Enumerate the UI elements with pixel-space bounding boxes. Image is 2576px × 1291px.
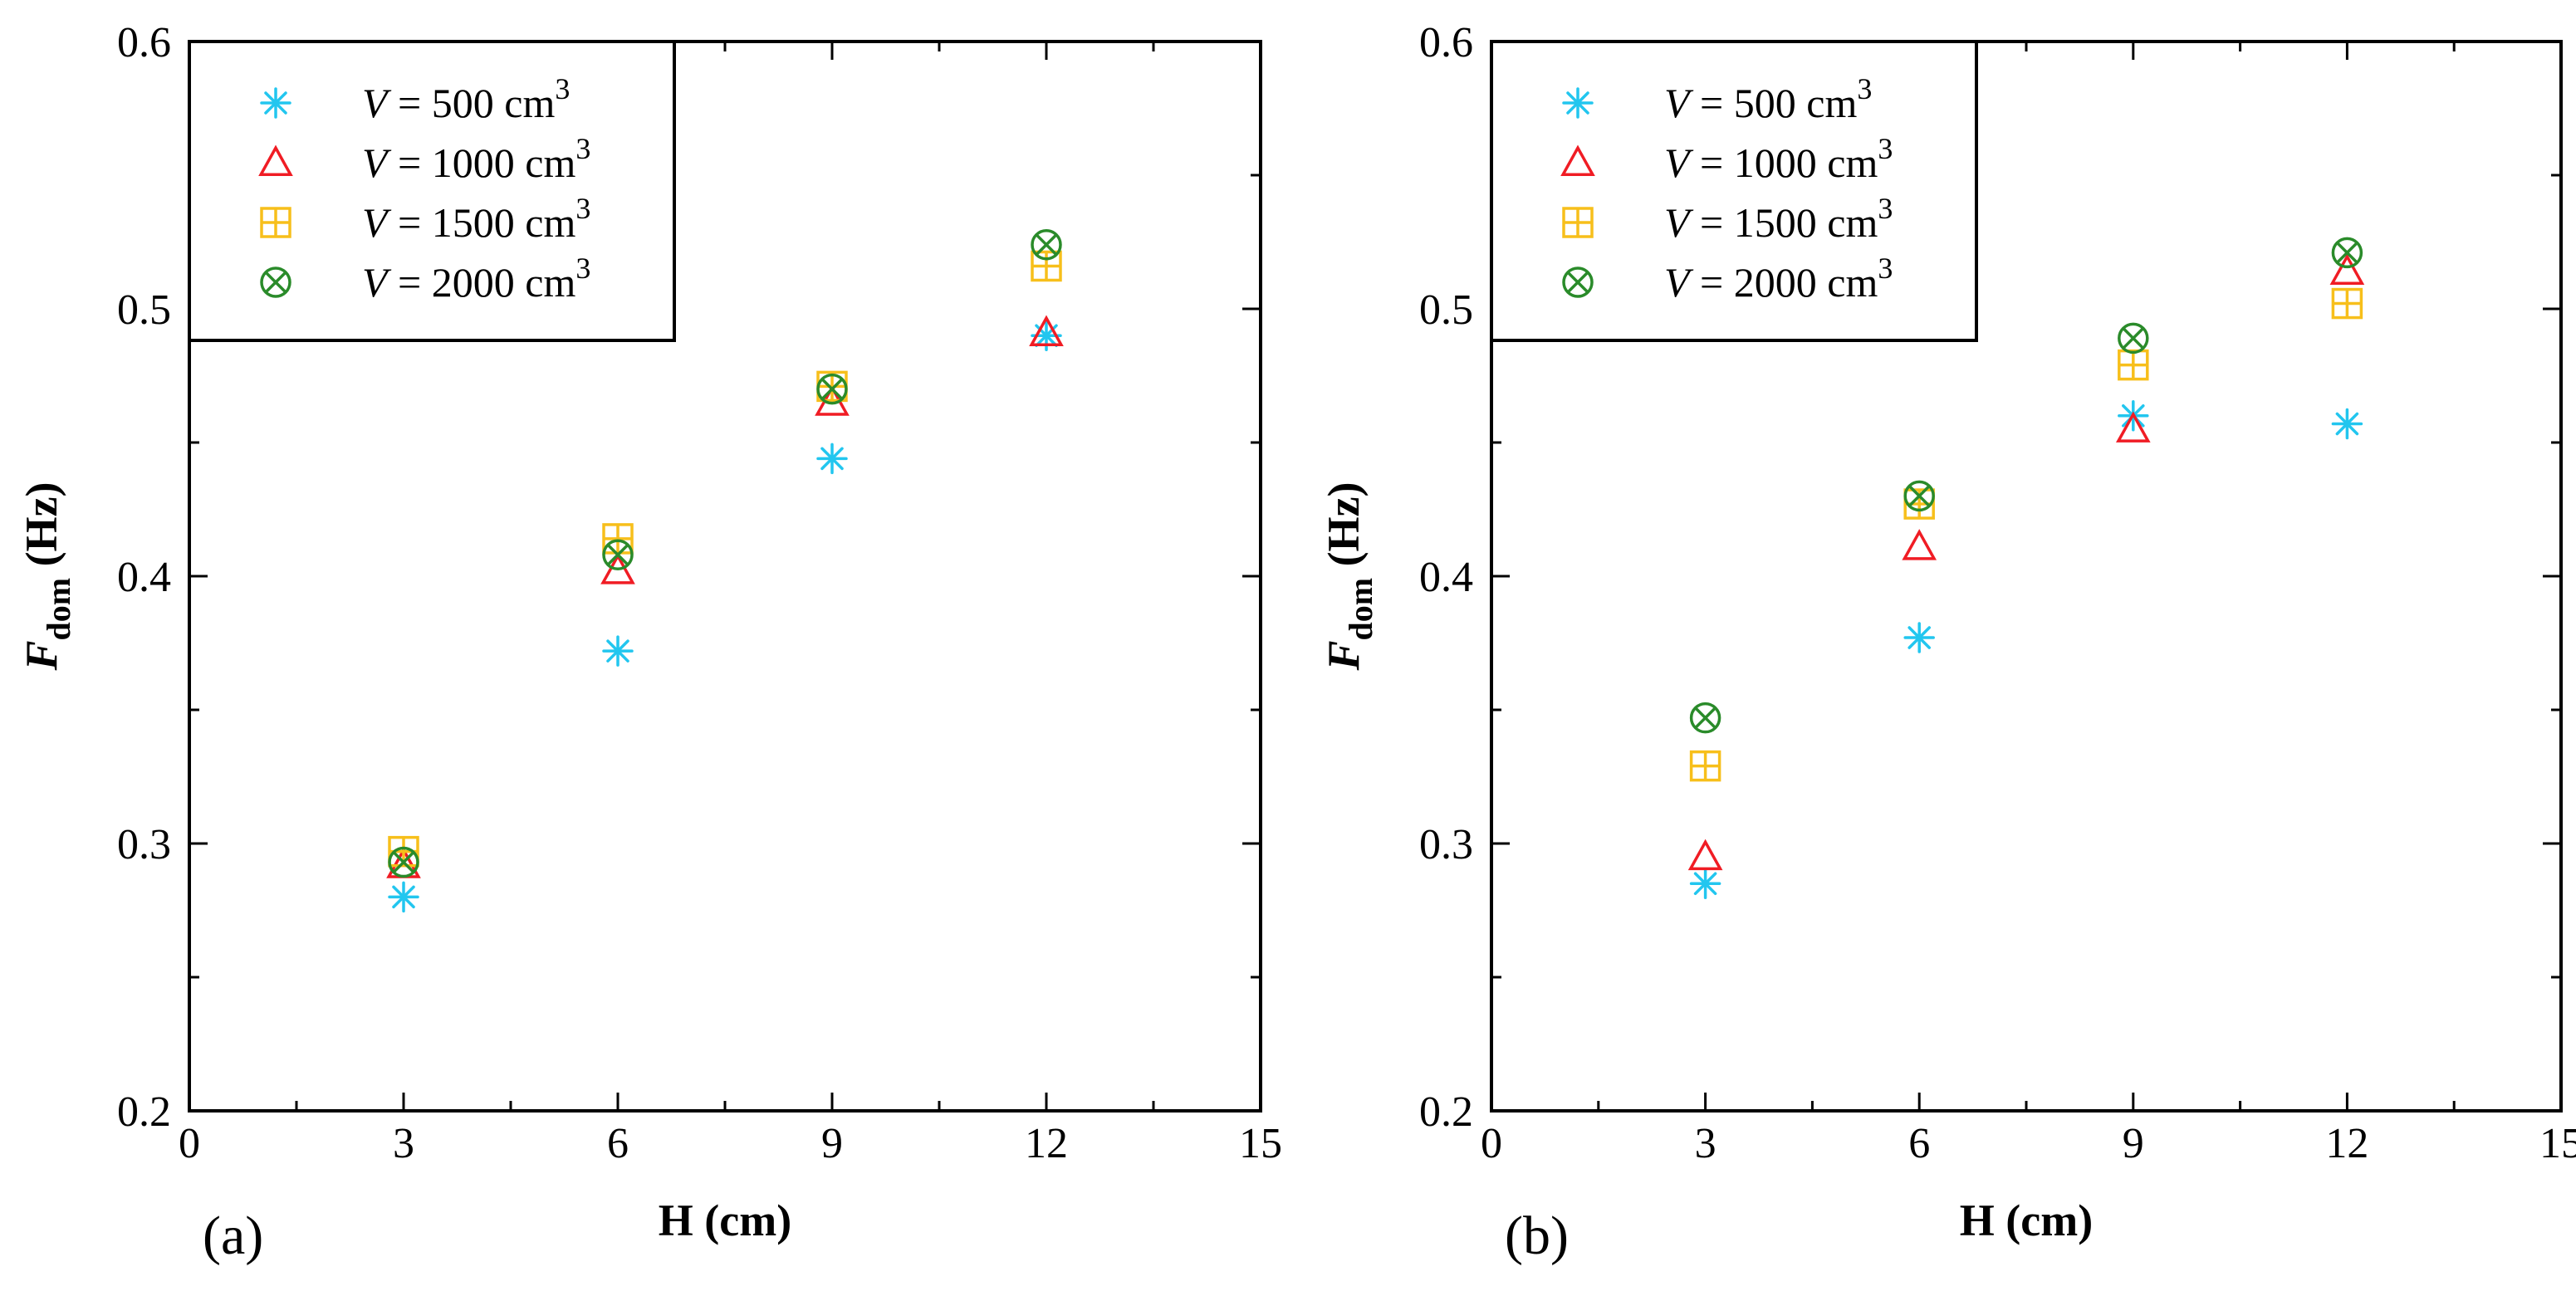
- y-tick-label: 0.5: [1419, 286, 1473, 334]
- y-tick-label: 0.5: [117, 286, 171, 334]
- data-point-asterisk: [602, 635, 634, 667]
- y-tick-label: 0.3: [1419, 821, 1473, 868]
- panel-b: 0 3 6 9 12 15 0.2 0.3 0.4 0.5 0.6 H (cm) Fdom (Hz) (b…: [1319, 19, 2576, 1266]
- x-tick-label: 15: [1239, 1120, 1282, 1167]
- data-point-boxplus: [602, 523, 634, 555]
- legend-marker-asterisk: [1562, 87, 1594, 119]
- x-tick-label: 3: [1695, 1120, 1717, 1167]
- legend-marker-triangle: [258, 144, 293, 177]
- x-tick-label: 6: [1908, 1120, 1930, 1167]
- legend-label: V = 1500 cm3: [362, 192, 590, 246]
- legend-label: V = 2000 cm3: [362, 252, 590, 306]
- y-tick-label: 0.6: [117, 19, 171, 66]
- data-point-asterisk: [1689, 868, 1721, 900]
- legend-box: [188, 40, 676, 342]
- data-point-boxplus: [1689, 750, 1721, 782]
- legend-marker-asterisk: [260, 87, 291, 119]
- x-tick-label: 3: [393, 1120, 414, 1167]
- legend: V = 500 cm3 V = 1000 cm3 V = 1500 cm3 V = 2…: [1490, 40, 1978, 342]
- legend: V = 500 cm3 V = 1000 cm3 V = 1500 cm3 V = 2…: [188, 40, 676, 342]
- x-tick-label: 12: [1025, 1120, 1068, 1167]
- data-point-asterisk: [2331, 408, 2363, 440]
- data-point-boxplus: [2331, 287, 2363, 320]
- data-point-asterisk: [388, 881, 419, 913]
- data-point-boxplus: [2118, 349, 2149, 381]
- x-axis-title: H (cm): [659, 1196, 791, 1245]
- x-tick-label: 9: [821, 1120, 843, 1167]
- legend-marker-boxplus: [1562, 207, 1594, 238]
- data-point-triangle: [600, 553, 635, 584]
- data-point-otimes: [816, 373, 848, 405]
- data-point-asterisk: [1903, 622, 1935, 653]
- y-axis-title-sub: dom: [40, 578, 77, 641]
- legend-label: V = 1000 cm3: [362, 132, 590, 186]
- x-tick-label: 9: [2123, 1120, 2144, 1167]
- data-point-triangle: [1687, 839, 1723, 871]
- legend-marker-otimes: [260, 267, 291, 298]
- legend-marker-triangle: [1560, 144, 1595, 177]
- x-tick-label: 15: [2539, 1120, 2576, 1167]
- legend-label: V = 500 cm3: [1664, 72, 1872, 126]
- data-point-triangle: [1029, 315, 1064, 347]
- y-tick-label: 0.6: [1419, 19, 1473, 66]
- legend-box: [1490, 40, 1978, 342]
- panel-label: (b): [1505, 1205, 1569, 1266]
- y-axis-title-sub: dom: [1342, 578, 1379, 641]
- y-tick-label: 0.3: [117, 821, 171, 868]
- x-tick-label: 6: [607, 1120, 629, 1167]
- y-axis-title: Fdom (Hz): [1319, 482, 1379, 671]
- x-tick-label: 12: [2325, 1120, 2368, 1167]
- data-point-otimes: [1689, 702, 1721, 734]
- y-tick-label: 0.4: [117, 554, 171, 601]
- data-point-otimes: [2331, 237, 2363, 269]
- data-point-triangle: [2329, 253, 2365, 285]
- y-axis-title-main: F: [17, 640, 66, 671]
- data-point-otimes: [2118, 322, 2149, 355]
- x-tick-label: 0: [179, 1120, 200, 1167]
- data-point-triangle: [1902, 529, 1937, 560]
- data-point-asterisk: [816, 443, 848, 475]
- x-tick-label: 0: [1481, 1120, 1502, 1167]
- panel-label: (a): [203, 1205, 263, 1266]
- data-point-otimes: [1903, 480, 1935, 512]
- data-point-triangle: [2115, 411, 2151, 443]
- y-axis-title-main: F: [1319, 640, 1369, 671]
- legend-label: V = 500 cm3: [362, 72, 570, 126]
- legend-marker-otimes: [1562, 267, 1594, 298]
- y-axis-title: Fdom (Hz): [17, 482, 77, 671]
- data-point-boxplus: [816, 370, 848, 403]
- y-tick-label: 0.2: [1419, 1088, 1473, 1136]
- y-tick-label: 0.2: [117, 1088, 171, 1136]
- legend-label: V = 1000 cm3: [1664, 132, 1893, 186]
- legend-label: V = 1500 cm3: [1664, 192, 1893, 246]
- data-point-otimes: [602, 539, 634, 570]
- y-axis-title-unit: (Hz): [1319, 482, 1369, 577]
- legend-label: V = 2000 cm3: [1664, 252, 1893, 306]
- panel-a: 0 3 6 9 12 15 0.2 0.3 0.4 0.5 0.6 H (cm) Fdom (Hz) (a…: [17, 19, 1282, 1266]
- data-point-otimes: [1031, 228, 1062, 261]
- data-point-boxplus: [1031, 250, 1062, 282]
- data-point-otimes: [388, 846, 419, 878]
- y-tick-label: 0.4: [1419, 554, 1473, 601]
- y-axis-title-unit: (Hz): [17, 482, 66, 577]
- legend-marker-boxplus: [260, 207, 291, 238]
- x-axis-title: H (cm): [1960, 1196, 2093, 1245]
